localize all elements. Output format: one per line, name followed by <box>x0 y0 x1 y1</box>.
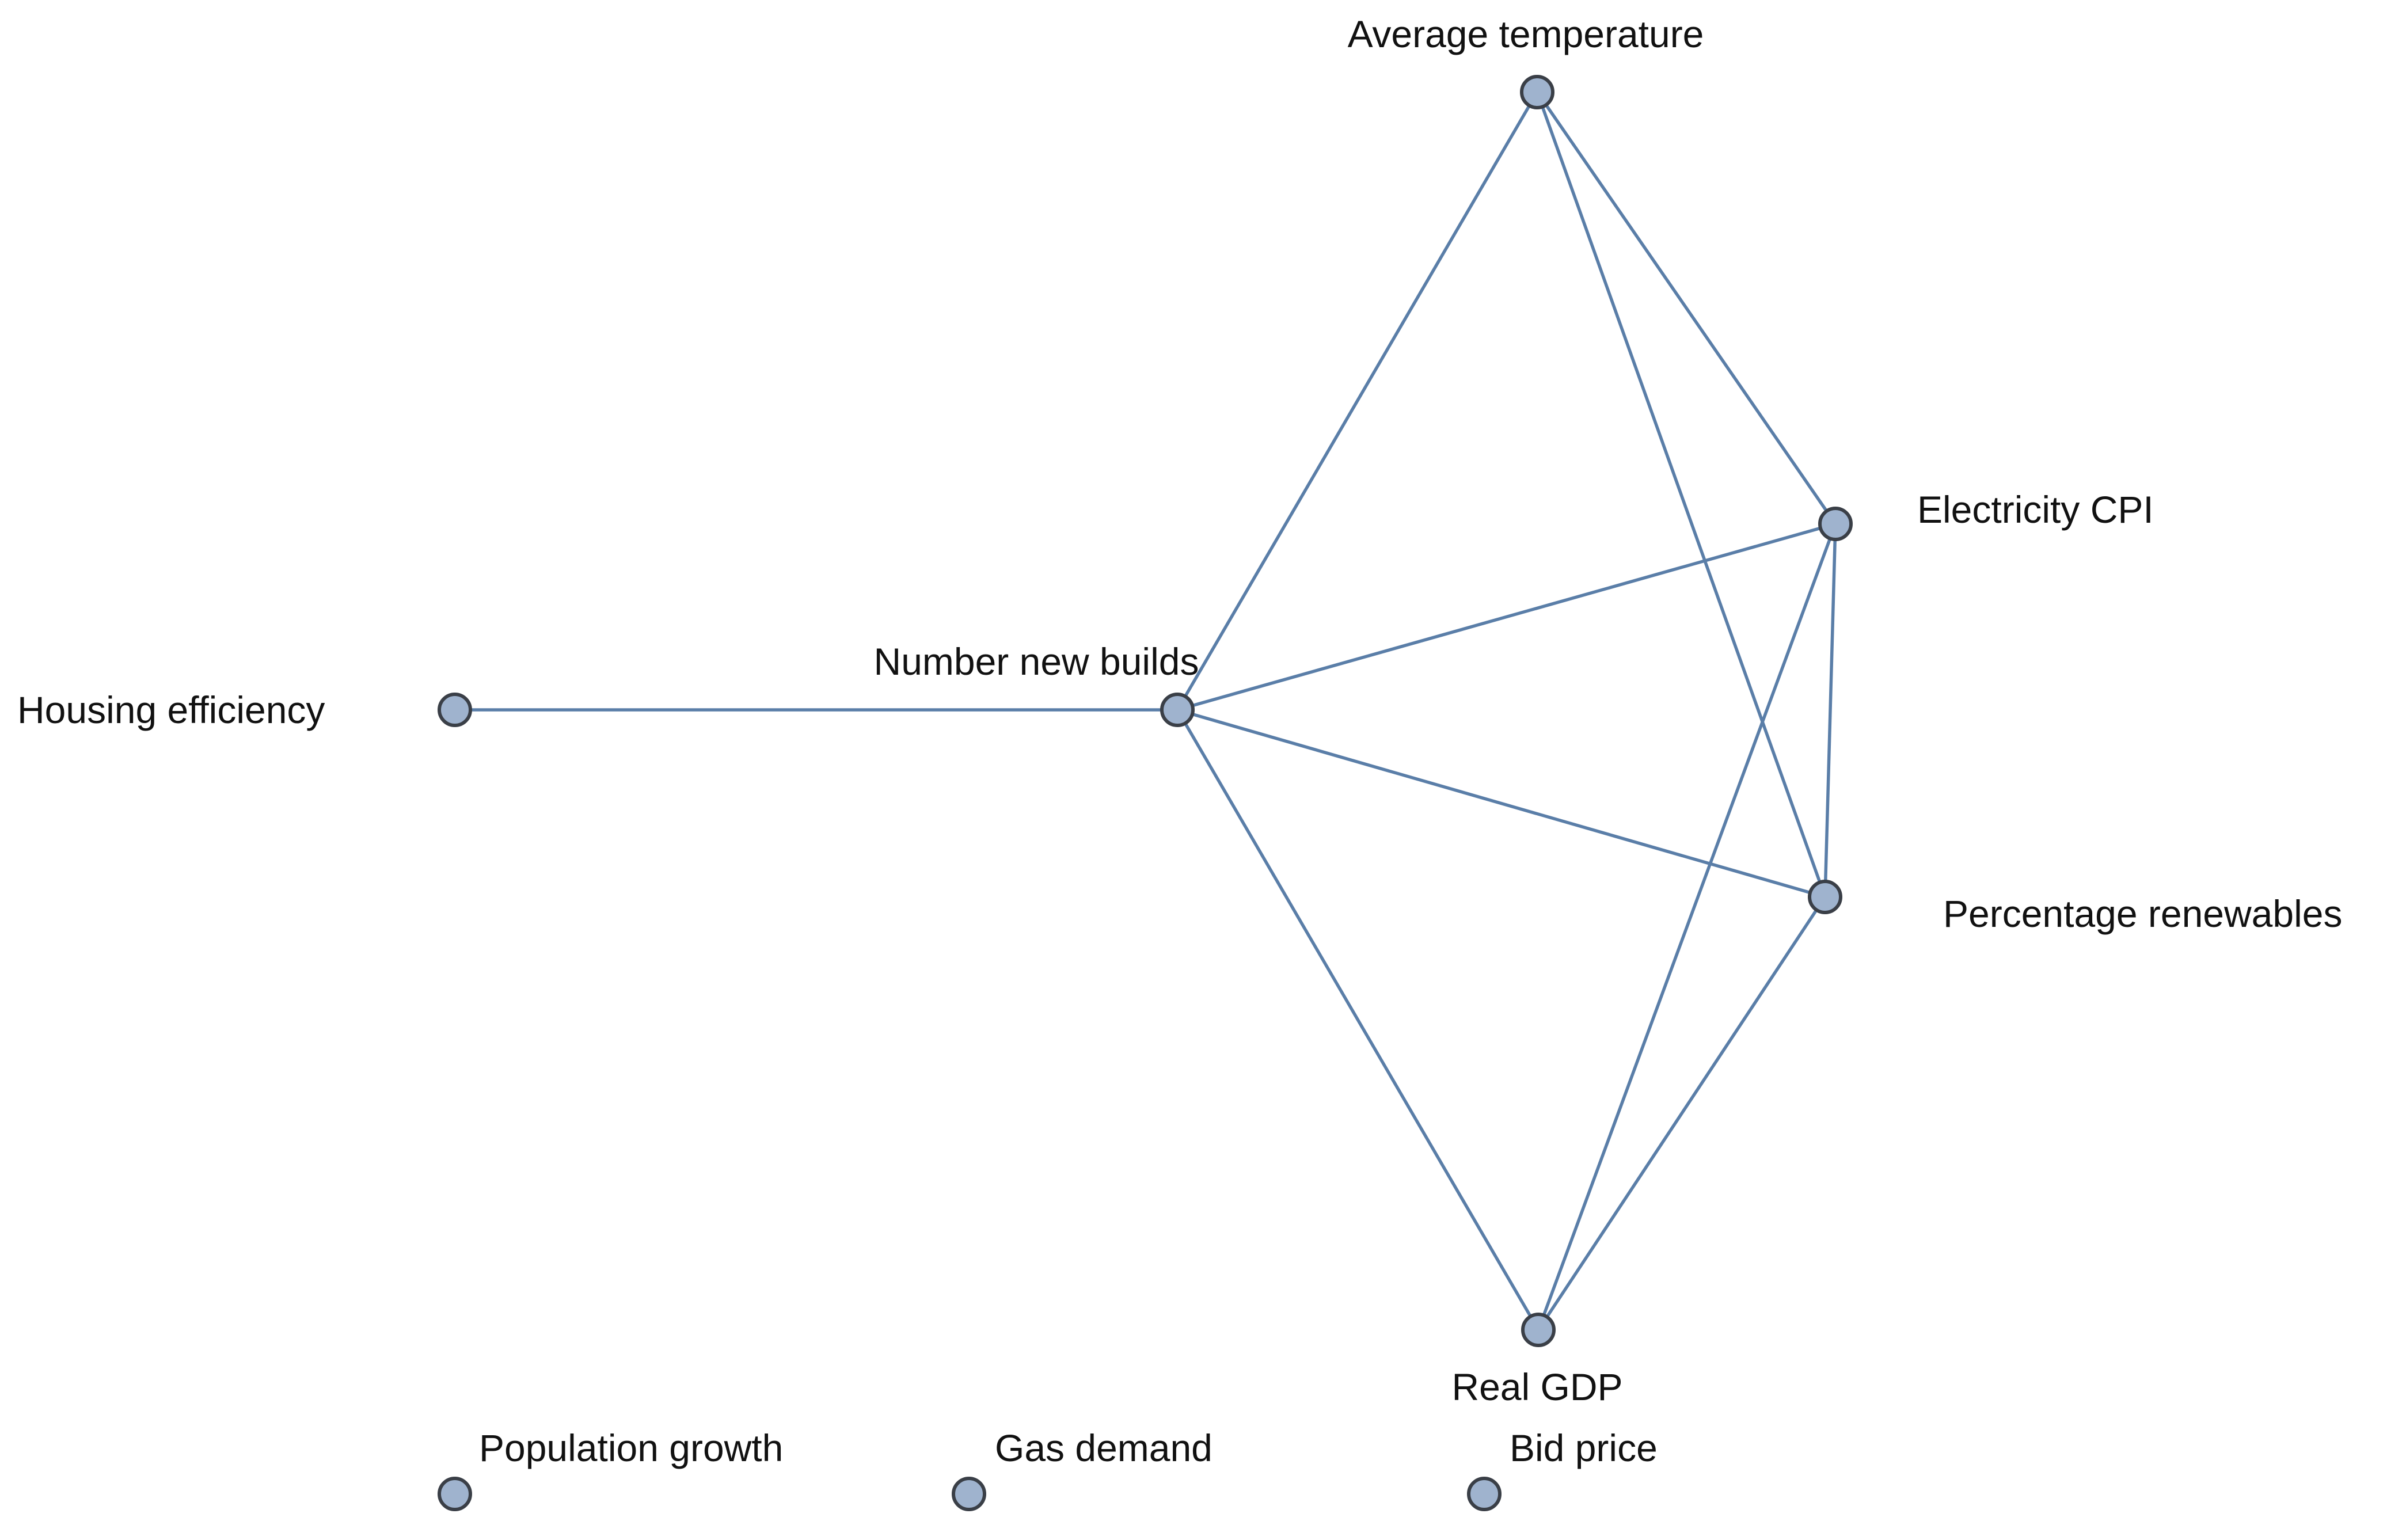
node-label-avg-temp: Average temperature <box>1348 13 1704 55</box>
node-elec-cpi <box>1818 507 1853 541</box>
edge-layer <box>455 91 1837 1331</box>
edge-pct-renew-to-real-gdp <box>1537 896 1827 1331</box>
node-housing-eff <box>438 693 472 727</box>
edge-new-builds-to-real-gdp <box>1176 709 1540 1331</box>
edge-elec-cpi-to-pct-renew <box>1823 523 1837 898</box>
node-label-gas-demand: Gas demand <box>995 1427 1212 1469</box>
edge-new-builds-to-pct-renew <box>1177 708 1826 899</box>
node-label-elec-cpi: Electricity CPI <box>1917 488 2154 531</box>
node-gas-demand <box>952 1477 986 1511</box>
node-new-builds <box>1160 693 1195 727</box>
edge-avg-temp-to-elec-cpi <box>1535 91 1837 525</box>
node-pop-growth <box>438 1477 472 1511</box>
label-layer: Average temperature Electricity CPI Numb… <box>17 13 2342 1469</box>
node-label-housing-eff: Housing efficiency <box>17 689 325 731</box>
node-avg-temp <box>1520 75 1554 109</box>
node-label-real-gdp: Real GDP <box>1451 1366 1622 1408</box>
node-label-new-builds: Number new builds <box>874 640 1199 683</box>
node-layer <box>438 75 1853 1511</box>
node-label-pct-renew: Percentage renewables <box>1943 892 2342 935</box>
node-label-bid-price: Bid price <box>1510 1427 1658 1469</box>
edge-new-builds-to-elec-cpi <box>1177 522 1836 712</box>
node-label-pop-growth: Population growth <box>479 1427 783 1469</box>
edge-avg-temp-to-pct-renew <box>1535 92 1827 898</box>
edge-new-builds-to-avg-temp <box>1176 91 1539 711</box>
node-pct-renew <box>1808 880 1842 914</box>
edge-elec-cpi-to-real-gdp <box>1537 523 1837 1330</box>
node-bid-price <box>1467 1477 1502 1511</box>
node-real-gdp <box>1521 1313 1556 1347</box>
